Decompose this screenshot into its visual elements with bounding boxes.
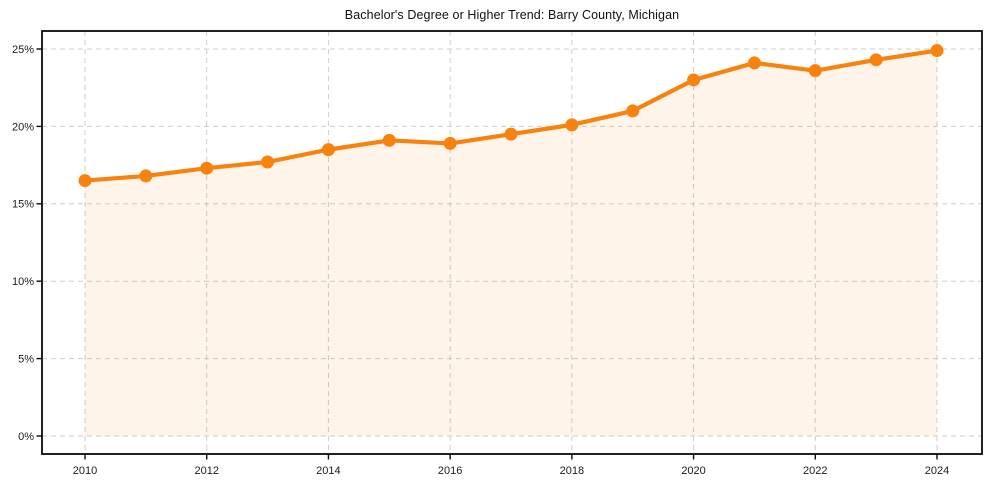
- data-point-2023: [869, 53, 883, 67]
- y-tick-label: 15%: [12, 199, 34, 211]
- data-point-2013: [261, 155, 275, 169]
- data-point-2010: [78, 174, 92, 188]
- x-tick-label: 2016: [438, 465, 462, 477]
- data-point-2016: [443, 136, 457, 150]
- x-tick-label: 2018: [560, 465, 584, 477]
- x-tick-label: 2024: [925, 465, 949, 477]
- x-tick-label: 2010: [73, 465, 97, 477]
- data-point-2024: [930, 44, 944, 58]
- y-tick-label: 20%: [12, 121, 34, 133]
- y-tick-label: 10%: [12, 276, 34, 288]
- data-point-2012: [200, 161, 214, 175]
- data-point-2020: [687, 73, 701, 87]
- data-point-2014: [321, 143, 335, 157]
- x-tick-label: 2012: [194, 465, 218, 477]
- y-tick-label: 25%: [12, 44, 34, 56]
- data-point-2019: [626, 104, 640, 118]
- data-point-2011: [139, 169, 153, 183]
- data-point-2017: [504, 127, 518, 141]
- plot-border: [41, 30, 983, 455]
- data-point-2015: [382, 133, 396, 147]
- chart-title: Bachelor's Degree or Higher Trend: Barry…: [344, 8, 680, 22]
- area-fill: [85, 50, 937, 436]
- x-tick-label: 2022: [803, 465, 827, 477]
- data-point-2018: [565, 118, 579, 132]
- y-tick-label: 5%: [18, 353, 34, 365]
- data-point-2022: [808, 64, 822, 78]
- x-tick-label: 2020: [681, 465, 705, 477]
- data-point-2021: [747, 56, 761, 70]
- y-tick-label: 0%: [18, 431, 34, 443]
- x-tick-label: 2014: [316, 465, 340, 477]
